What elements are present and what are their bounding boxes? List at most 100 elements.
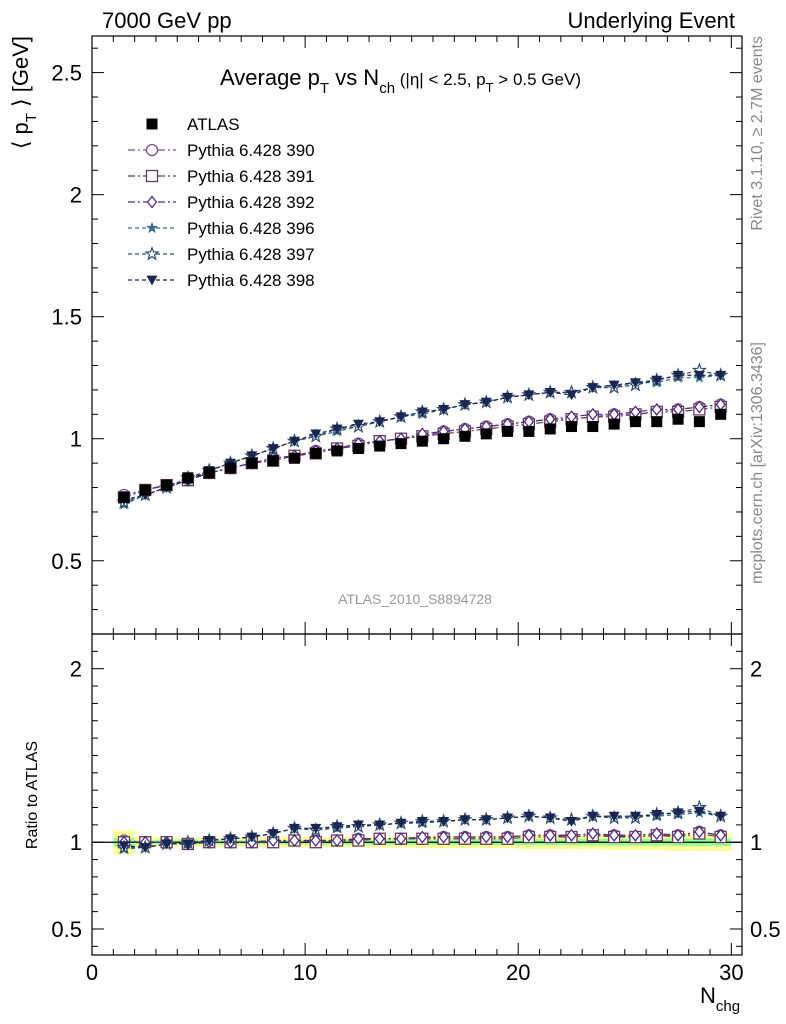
- main-title-part: > 0.5 GeV): [494, 70, 581, 89]
- data-point: [416, 435, 428, 447]
- ratio-point: [587, 811, 599, 822]
- ratio-point: [629, 811, 641, 822]
- data-point: [395, 438, 407, 450]
- ratio-point: [480, 815, 492, 826]
- main-y-tick-labels: 0.5 1 1.5 2 2.5: [51, 61, 82, 574]
- ratio-y-tick-label: 2: [70, 657, 82, 682]
- ratio-point: [331, 833, 343, 848]
- x-tick-label: 20: [506, 960, 530, 985]
- ratio-point: [139, 843, 151, 853]
- main-y-label: ⟨ pT ⟩ [GeV]: [8, 36, 40, 149]
- data-point: [502, 425, 514, 437]
- data-point: [587, 421, 599, 433]
- main-panel: 0.511.522.5 Average pT vs Nch (|η| < 2.5…: [8, 35, 743, 635]
- ratio-series-pythia-6-428-398: [118, 806, 727, 853]
- ratio-point: [374, 820, 386, 831]
- ratio-y-tick-label: 0.5: [51, 917, 82, 942]
- legend-label: Pythia 6.428 396: [187, 219, 315, 238]
- legend-label: Pythia 6.428 398: [187, 271, 315, 290]
- watermark: ATLAS_2010_S8894728: [338, 591, 492, 607]
- data-point: [651, 402, 662, 416]
- ratio-point: [438, 830, 449, 844]
- ratio-point: [630, 828, 641, 842]
- data-point: [651, 416, 663, 428]
- data-point: [352, 442, 364, 454]
- ratio-point: [481, 830, 492, 844]
- y-tick-label: 0.5: [51, 549, 82, 574]
- data-point: [672, 370, 684, 381]
- ratio-point: [182, 839, 194, 850]
- data-point: [459, 430, 471, 442]
- legend-label: Pythia 6.428 390: [187, 141, 315, 160]
- legend-marker: [145, 169, 159, 183]
- data-point: [672, 413, 684, 425]
- main-title-sub: T: [486, 80, 494, 95]
- main-axis-ticks: [91, 36, 742, 635]
- rivet-label: Rivet 3.1.10, ≥ 2.7M events: [749, 36, 766, 231]
- data-point: [438, 433, 450, 445]
- data-point: [310, 429, 322, 440]
- ratio-y-tick-label: 1: [70, 830, 82, 855]
- legend-label: Pythia 6.428 392: [187, 193, 315, 212]
- ratio-point: [523, 828, 535, 842]
- main-y-label-part: ⟩ [GeV]: [8, 36, 33, 113]
- data-point: [502, 392, 514, 403]
- data-point: [629, 378, 641, 389]
- ratio-point: [651, 827, 662, 841]
- ratio-point: [651, 810, 663, 820]
- data-point: [331, 445, 343, 457]
- ratio-point: [694, 825, 705, 839]
- ratio-point: [523, 811, 535, 822]
- x-label: Nchg: [700, 983, 740, 1015]
- legend-entry: ATLAS: [146, 115, 240, 134]
- ratio-point: [544, 813, 556, 824]
- data-point: [629, 416, 641, 428]
- legend-entry: Pythia 6.428 397: [128, 245, 315, 264]
- legend-label: Pythia 6.428 397: [187, 245, 315, 264]
- data-point: [246, 451, 258, 462]
- data-point: [310, 447, 322, 459]
- data-point: [459, 400, 471, 411]
- data-point: [480, 397, 492, 408]
- series-atlas: [118, 408, 727, 503]
- data-point: [693, 370, 705, 381]
- y-tick-label: 1: [70, 427, 82, 452]
- data-point: [715, 408, 727, 420]
- legend-marker: [146, 195, 158, 209]
- main-title-sub: ch: [379, 80, 395, 97]
- ratio-point: [608, 828, 620, 842]
- ratio-point: [502, 830, 513, 844]
- main-y-label-part: ⟨ p: [8, 122, 33, 149]
- data-point: [438, 405, 450, 415]
- legend-entry: Pythia 6.428 390: [128, 141, 315, 160]
- legend-marker: [146, 275, 158, 286]
- data-point: [608, 418, 620, 430]
- ratio-point: [374, 832, 385, 846]
- legend-marker: [144, 245, 160, 261]
- ratio-point: [544, 828, 556, 842]
- ratio-point: [459, 830, 471, 844]
- data-point: [267, 444, 279, 454]
- main-title: Average pT vs Nch (|η| < 2.5, pT > 0.5 G…: [220, 65, 581, 97]
- ratio-point: [566, 816, 578, 827]
- data-point: [352, 419, 364, 430]
- header-right: Underlying Event: [567, 8, 735, 33]
- x-label-part: N: [700, 983, 716, 1008]
- data-point: [587, 383, 599, 393]
- x-tick-label: 10: [293, 960, 317, 985]
- ratio-frame: [91, 633, 743, 956]
- data-point: [374, 417, 386, 428]
- ratio-point: [353, 832, 364, 846]
- data-point: [161, 479, 173, 491]
- data-point: [139, 484, 151, 496]
- main-title-part: Average p: [220, 65, 320, 90]
- legend-marker: [145, 143, 159, 157]
- x-tick-labels: 0 10 20 30: [86, 960, 744, 985]
- data-point: [331, 424, 343, 435]
- ratio-point: [417, 830, 428, 844]
- data-point: [288, 436, 300, 447]
- main-title-part: (|η| < 2.5, p: [395, 70, 486, 89]
- ratio-point: [310, 823, 322, 834]
- data-point: [182, 472, 194, 484]
- legend-entry: Pythia 6.428 392: [128, 193, 315, 212]
